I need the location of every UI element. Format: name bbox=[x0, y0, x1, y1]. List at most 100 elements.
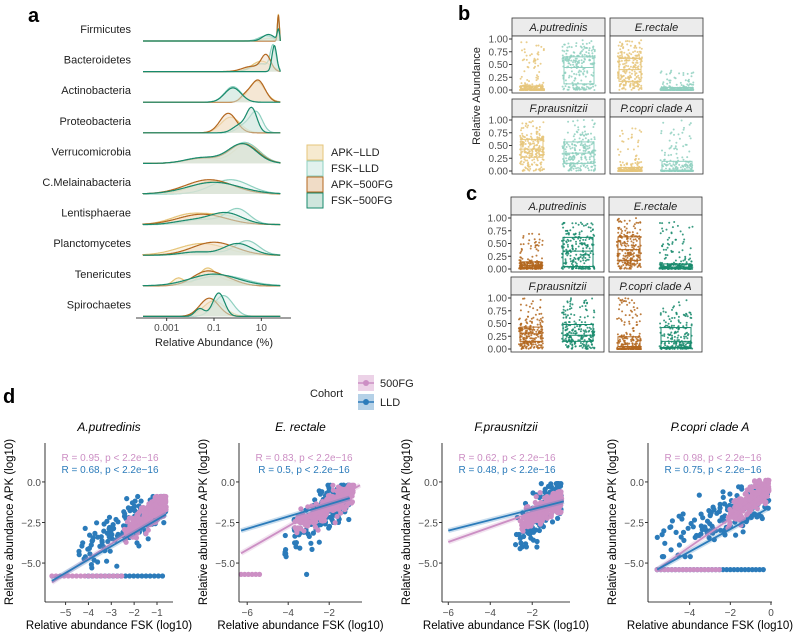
point-lld bbox=[95, 559, 101, 565]
jitter-point bbox=[522, 168, 525, 171]
y-tick-label: −2.5 bbox=[21, 519, 41, 530]
jitter-point bbox=[569, 229, 572, 232]
density-row bbox=[143, 79, 281, 103]
jitter-point bbox=[633, 87, 636, 90]
jitter-point bbox=[563, 138, 566, 141]
jitter-point bbox=[564, 72, 567, 75]
jitter-point bbox=[626, 43, 629, 46]
jitter-point bbox=[621, 230, 623, 232]
jitter-point bbox=[616, 317, 619, 320]
jitter-point bbox=[539, 317, 542, 320]
jitter-point bbox=[540, 312, 543, 315]
x-axis-title: Relative abundance FSK (log10) bbox=[26, 620, 192, 632]
jitter-point bbox=[618, 308, 620, 311]
jitter-point bbox=[571, 343, 574, 346]
jitter-point bbox=[630, 164, 633, 166]
jitter-point bbox=[575, 144, 578, 147]
jitter-point bbox=[528, 154, 531, 157]
jitter-point bbox=[685, 313, 688, 316]
jitter-point bbox=[530, 154, 533, 157]
jitter-point bbox=[561, 45, 564, 48]
jitter-point bbox=[638, 78, 641, 81]
jitter-point bbox=[633, 264, 636, 267]
jitter-point bbox=[593, 136, 596, 139]
jitter-point bbox=[594, 84, 597, 87]
jitter-point bbox=[628, 71, 631, 74]
jitter-point bbox=[526, 322, 529, 325]
jitter-point bbox=[540, 146, 543, 149]
jitter-point bbox=[632, 148, 635, 151]
jitter-point bbox=[583, 70, 586, 73]
jitter-point bbox=[536, 149, 539, 152]
jitter-point bbox=[540, 166, 543, 169]
jitter-point bbox=[668, 79, 671, 82]
point-lld bbox=[135, 493, 141, 500]
jitter-point bbox=[635, 85, 638, 88]
jitter-point bbox=[585, 148, 588, 151]
density-line-fsk_500fg bbox=[143, 242, 281, 256]
jitter-point bbox=[590, 160, 593, 163]
jitter-point bbox=[670, 69, 673, 72]
jitter-point bbox=[573, 72, 576, 75]
point-lld bbox=[124, 496, 130, 502]
jitter-point bbox=[632, 83, 634, 85]
jitter-point bbox=[534, 246, 537, 249]
y-tick-label: 0.75 bbox=[489, 128, 509, 139]
jitter-point bbox=[579, 221, 582, 224]
jitter-point bbox=[565, 344, 567, 346]
jitter-point bbox=[527, 145, 530, 148]
jitter-point bbox=[686, 166, 688, 169]
jitter-point bbox=[628, 231, 631, 234]
jitter-point bbox=[679, 166, 682, 169]
jitter-point bbox=[533, 338, 536, 341]
x-tick-label: 0.001 bbox=[154, 323, 179, 334]
jitter-point bbox=[519, 259, 522, 262]
jitter-point bbox=[619, 54, 622, 57]
jitter-point bbox=[530, 245, 532, 247]
jitter-point bbox=[684, 143, 687, 146]
point-500fg bbox=[128, 515, 134, 521]
jitter-point bbox=[692, 81, 695, 84]
jitter-point bbox=[532, 140, 535, 143]
jitter-point bbox=[590, 165, 593, 168]
jitter-point bbox=[536, 334, 539, 336]
jitter-point bbox=[619, 135, 621, 137]
jitter-point bbox=[539, 163, 542, 166]
jitter-point bbox=[620, 164, 623, 167]
density-fill-fsk_500fg bbox=[143, 243, 281, 256]
jitter-point bbox=[568, 156, 571, 159]
jitter-point bbox=[520, 129, 522, 132]
jitter-point bbox=[572, 120, 575, 123]
jitter-point bbox=[572, 63, 575, 66]
jitter-point bbox=[582, 253, 585, 256]
jitter-point bbox=[531, 150, 534, 153]
jitter-point bbox=[660, 132, 663, 135]
facet: P.copri clade A bbox=[608, 276, 703, 353]
density-fill-fsk_500fg bbox=[143, 182, 281, 194]
jitter-point bbox=[622, 264, 625, 266]
jitter-point bbox=[531, 232, 534, 235]
jitter-point bbox=[671, 347, 674, 350]
jitter-point bbox=[576, 60, 579, 63]
jitter-point bbox=[670, 145, 673, 147]
jitter-point bbox=[524, 159, 527, 162]
jitter-point bbox=[677, 301, 680, 304]
jitter-point bbox=[520, 41, 523, 44]
jitter-point bbox=[591, 119, 594, 122]
jitter-point bbox=[663, 342, 666, 345]
jitter-point bbox=[631, 342, 634, 345]
jitter-point bbox=[568, 62, 571, 65]
jitter-point bbox=[579, 239, 581, 242]
jitter-point bbox=[619, 266, 622, 269]
jitter-point bbox=[529, 337, 532, 340]
jitter-point bbox=[522, 243, 525, 246]
jitter-point bbox=[636, 314, 639, 317]
legend-key-apk_500fg bbox=[306, 176, 324, 193]
jitter-point bbox=[575, 73, 578, 76]
jitter-point bbox=[588, 158, 591, 161]
jitter-point bbox=[621, 43, 624, 46]
jitter-point bbox=[668, 243, 671, 246]
density-fill-fsk_500fg bbox=[143, 143, 281, 164]
jitter-point bbox=[585, 42, 588, 45]
jitter-point bbox=[681, 249, 684, 252]
